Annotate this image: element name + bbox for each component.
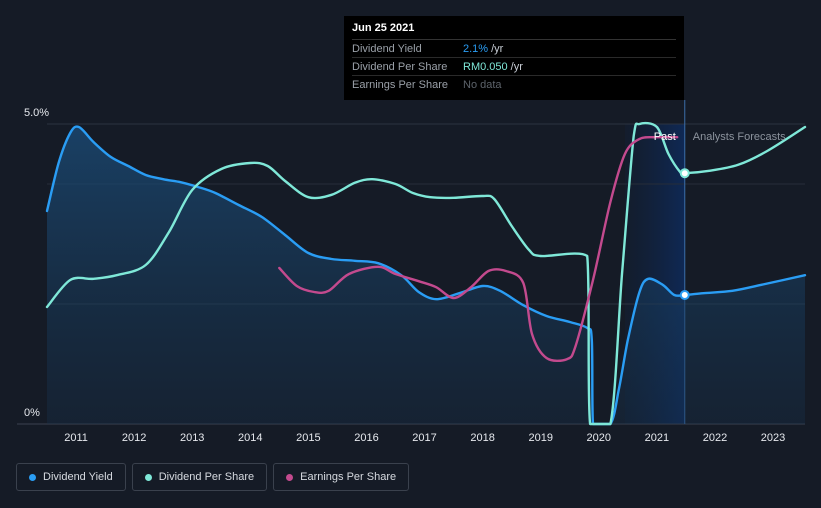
legend-dot-icon (286, 473, 294, 481)
tooltip-label: Dividend Yield (352, 43, 422, 55)
x-tick-label: 2023 (761, 432, 785, 444)
x-tick-label: 2021 (645, 432, 669, 444)
series-line-eps (278, 135, 679, 363)
y-tick-label: 5.0% (24, 107, 49, 119)
tooltip-label: Dividend Per Share (352, 61, 448, 73)
tooltip-row-earnings-per-share: Earnings Per Share No data (352, 76, 676, 93)
tooltip-value: No data (463, 79, 502, 91)
series-line-dps (45, 121, 807, 426)
x-tick-label: 2022 (703, 432, 727, 444)
legend-label: Earnings Per Share (300, 471, 397, 483)
series-line-yield (45, 125, 807, 426)
tooltip-value: RM0.050/yr (463, 61, 523, 73)
x-tick-label: 2019 (528, 432, 552, 444)
legend-item-earnings-per-share[interactable]: Earnings Per Share (273, 463, 410, 491)
x-tick-label: 2011 (64, 432, 88, 444)
x-tick-label: 2012 (122, 432, 146, 444)
legend-item-dividend-per-share[interactable]: Dividend Per Share (131, 463, 268, 491)
legend: Dividend Yield Dividend Per Share Earnin… (16, 463, 410, 491)
y-tick-label: 0% (24, 407, 40, 419)
marker-yield (679, 290, 690, 300)
x-tick-label: 2016 (354, 432, 378, 444)
x-tick-label: 2020 (587, 432, 611, 444)
legend-dot-icon (29, 473, 36, 481)
tooltip-label: Earnings Per Share (352, 79, 448, 91)
series-area-yield (47, 126, 805, 424)
x-tick-label: 2013 (180, 432, 204, 444)
tooltip-value: 2.1%/yr (463, 43, 504, 55)
legend-label: Dividend Per Share (158, 471, 255, 483)
x-tick-label: 2014 (238, 432, 262, 444)
x-tick-label: 2018 (470, 432, 494, 444)
legend-dot-icon (144, 473, 152, 481)
tooltip: Jun 25 2021 Dividend Yield 2.1%/yr Divid… (344, 16, 684, 100)
tooltip-row-dividend-per-share: Dividend Per Share RM0.050/yr (352, 58, 676, 76)
x-tick-label: 2017 (412, 432, 436, 444)
marker-dps (679, 168, 690, 179)
legend-item-dividend-yield[interactable]: Dividend Yield (16, 463, 126, 491)
past-label: Past (654, 131, 676, 143)
x-tick-label: 2015 (296, 432, 320, 444)
legend-label: Dividend Yield (43, 471, 113, 483)
tooltip-date: Jun 25 2021 (352, 22, 676, 40)
forecast-label: Analysts Forecasts (693, 131, 786, 143)
tooltip-row-dividend-yield: Dividend Yield 2.1%/yr (352, 40, 676, 58)
